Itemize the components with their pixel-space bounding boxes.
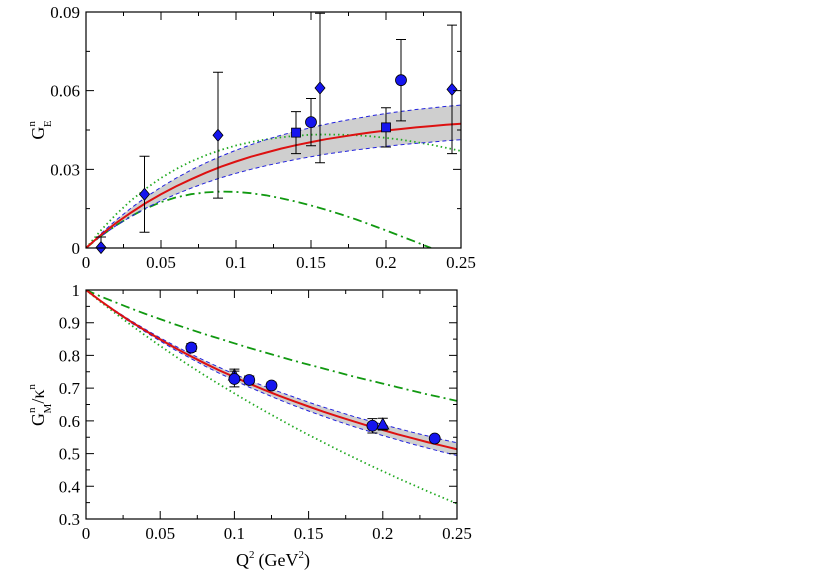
marker-circle [185,341,198,354]
marker-circle [428,432,441,445]
y-tick-label: 0.6 [59,412,80,431]
series-dashdot-model [86,290,457,402]
y-tick-label: 0.9 [59,314,80,333]
marker-diamond [138,187,151,201]
bottom-y-label-kappa: κ [28,390,48,399]
data-point-circle [428,432,441,445]
x-tick-label: 0.25 [446,253,476,272]
x-label-unit: (GeV [259,550,299,571]
y-tick-label: 0.03 [50,160,80,179]
x-label-main: Q [236,550,249,570]
y-tick-label: 0.8 [59,346,80,365]
series-band-lower [86,290,457,456]
y-tick-label: 0.06 [50,82,80,101]
x-label-sup: 2 [249,549,255,561]
marker-diamond [446,82,458,96]
series-dotted-model [86,290,457,505]
marker-circle [366,419,379,432]
x-tick-label: 0 [82,524,91,543]
marker-triangle [376,417,390,430]
panel-ge: 0 0.05 0.1 0.15 0.2 0.25 0 0.03 0.06 0.09 Gn E [26,3,476,272]
bottom-axes-frame [85,289,458,520]
data-point-circle [395,39,407,122]
x-tick-label: 0 [82,253,91,272]
data-point-circle [305,98,317,147]
marker-circle [305,116,317,129]
y-tick-label: 0.5 [59,445,80,464]
bottom-y-label-sub: M [42,403,54,413]
marker-diamond [212,128,224,142]
series-band-lower [86,139,461,248]
marker-circle [243,374,256,386]
y-tick-label: 0 [72,239,81,258]
x-tick-label: 0.05 [145,524,175,543]
data-point-circle [243,374,256,386]
y-tick-label: 0.3 [59,510,80,529]
x-tick-label: 0.1 [224,524,245,543]
marker-diamond [314,81,326,95]
x-label-close: ) [304,550,310,571]
plot-area [86,290,457,505]
panel-gm: 0 0.05 0.1 0.15 0.2 0.25 0.3 0.4 0.5 0.6 0.7 0.8 0.9… [26,281,472,571]
series-fit [86,290,457,451]
x-tick-label: 0.15 [294,524,324,543]
y-tick-label: 0.4 [59,477,81,496]
series-fit [86,122,461,248]
bottom-y-label-main: G [28,413,48,426]
data-point-circle [228,370,241,388]
data-point-diamond [138,155,151,233]
x-tick-label: 0.2 [375,253,396,272]
marker-square [291,127,301,138]
top-y-label-main: G [28,127,48,140]
data-point-diamond [212,71,224,199]
x-tick-label: 0.05 [146,253,176,272]
plot-area [86,104,461,248]
bottom-y-label-slash: / [28,399,48,404]
error-band [86,290,457,456]
top-y-axis-label: Gn E [26,120,54,140]
data-point-triangle [376,417,390,431]
bottom-y-label-sup1: n [26,407,38,413]
x-tick-label: 0.15 [296,253,326,272]
x-tick-label: 0.25 [442,524,472,543]
x-axis-label: Q2 (GeV2) [236,549,310,571]
data-point-diamond [314,12,326,164]
x-tick-label: 0.1 [225,253,246,272]
marker-circle [228,373,241,385]
series-dashdot-model [86,190,432,248]
bottom-y-axis-label: Gn M/κn [26,384,54,426]
data-point-square [381,107,391,148]
y-tick-label: 1 [72,281,81,300]
y-tick-label: 0.7 [59,379,81,398]
top-y-label-sub: E [42,120,54,127]
bottom-y-label-sup2: n [26,384,38,390]
marker-circle [395,74,407,87]
data-point-circle [366,418,379,434]
y-tick-label: 0.09 [50,3,80,22]
data-point-circle [185,341,198,354]
error-band [86,105,461,248]
data-point-diamond [446,24,458,155]
data-point-square [291,111,301,155]
series-band-upper [86,104,461,248]
top-y-label-sup: n [26,121,38,127]
x-tick-label: 0.2 [372,524,393,543]
marker-circle [265,379,278,392]
data-point-circle [265,379,278,392]
marker-square [381,122,391,133]
x-label-unit-sup: 2 [298,549,304,561]
